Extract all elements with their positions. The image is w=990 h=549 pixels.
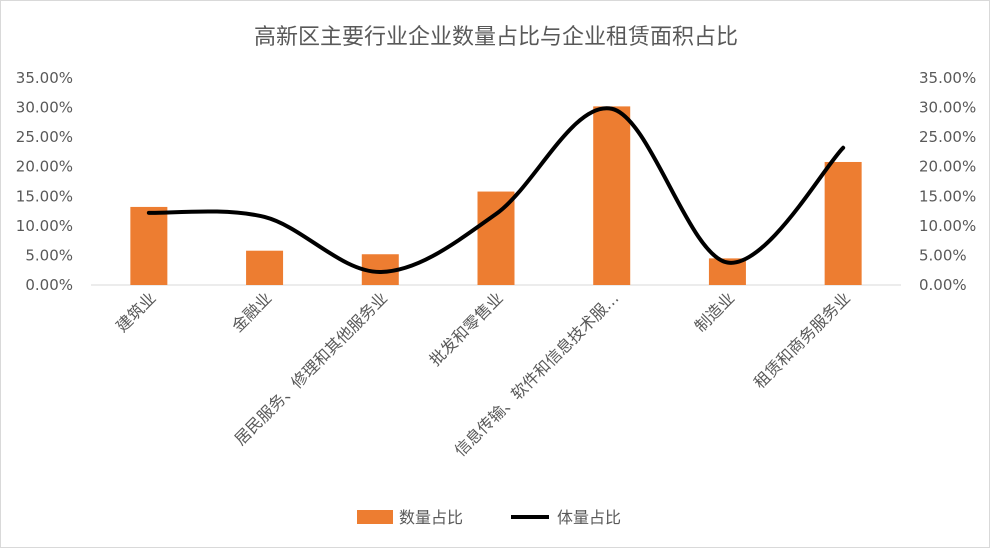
right-tick-label: 25.00% xyxy=(919,128,976,146)
right-tick-label: 20.00% xyxy=(919,158,976,176)
category-label: 批发和零售业 xyxy=(426,288,507,369)
right-tick-label: 35.00% xyxy=(919,69,976,87)
bar xyxy=(593,106,631,285)
bar xyxy=(824,161,862,285)
category-label: 金融业 xyxy=(228,288,275,335)
right-tick-label: 5.00% xyxy=(919,246,967,264)
left-tick-label: 35.00% xyxy=(16,69,73,87)
left-tick-label: 15.00% xyxy=(16,187,73,205)
right-tick-label: 30.00% xyxy=(919,99,976,117)
right-tick-label: 0.00% xyxy=(919,276,967,294)
left-tick-label: 5.00% xyxy=(25,246,73,264)
left-tick-label: 0.00% xyxy=(25,276,73,294)
left-tick-label: 25.00% xyxy=(16,128,73,146)
category-label: 制造业 xyxy=(691,288,738,335)
right-tick-label: 15.00% xyxy=(919,187,976,205)
left-tick-label: 10.00% xyxy=(16,217,73,235)
bar xyxy=(130,206,168,285)
line-series xyxy=(146,106,846,274)
category-label: 建筑业 xyxy=(112,288,159,335)
legend-bar-label: 数量占比 xyxy=(399,508,463,527)
right-axis: 35.00% 30.00% 25.00% 20.00% 15.00% 10.00% 5.00… xyxy=(919,69,976,294)
chart-title: 高新区主要行业企业数量占比与企业租赁面积占比 xyxy=(254,25,738,50)
left-tick-label: 20.00% xyxy=(16,158,73,176)
bar-series xyxy=(130,106,862,285)
category-label: 租赁和商务服务业 xyxy=(750,288,854,392)
bar xyxy=(246,250,284,285)
left-tick-label: 30.00% xyxy=(16,99,73,117)
legend-bar-swatch xyxy=(357,510,393,524)
bar xyxy=(477,191,515,285)
right-tick-label: 10.00% xyxy=(919,217,976,235)
legend: 数量占比 体量占比 xyxy=(357,508,621,527)
legend-line-label: 体量占比 xyxy=(557,508,621,527)
left-axis: 35.00% 30.00% 25.00% 20.00% 15.00% 10.00% 5.00… xyxy=(16,69,73,294)
